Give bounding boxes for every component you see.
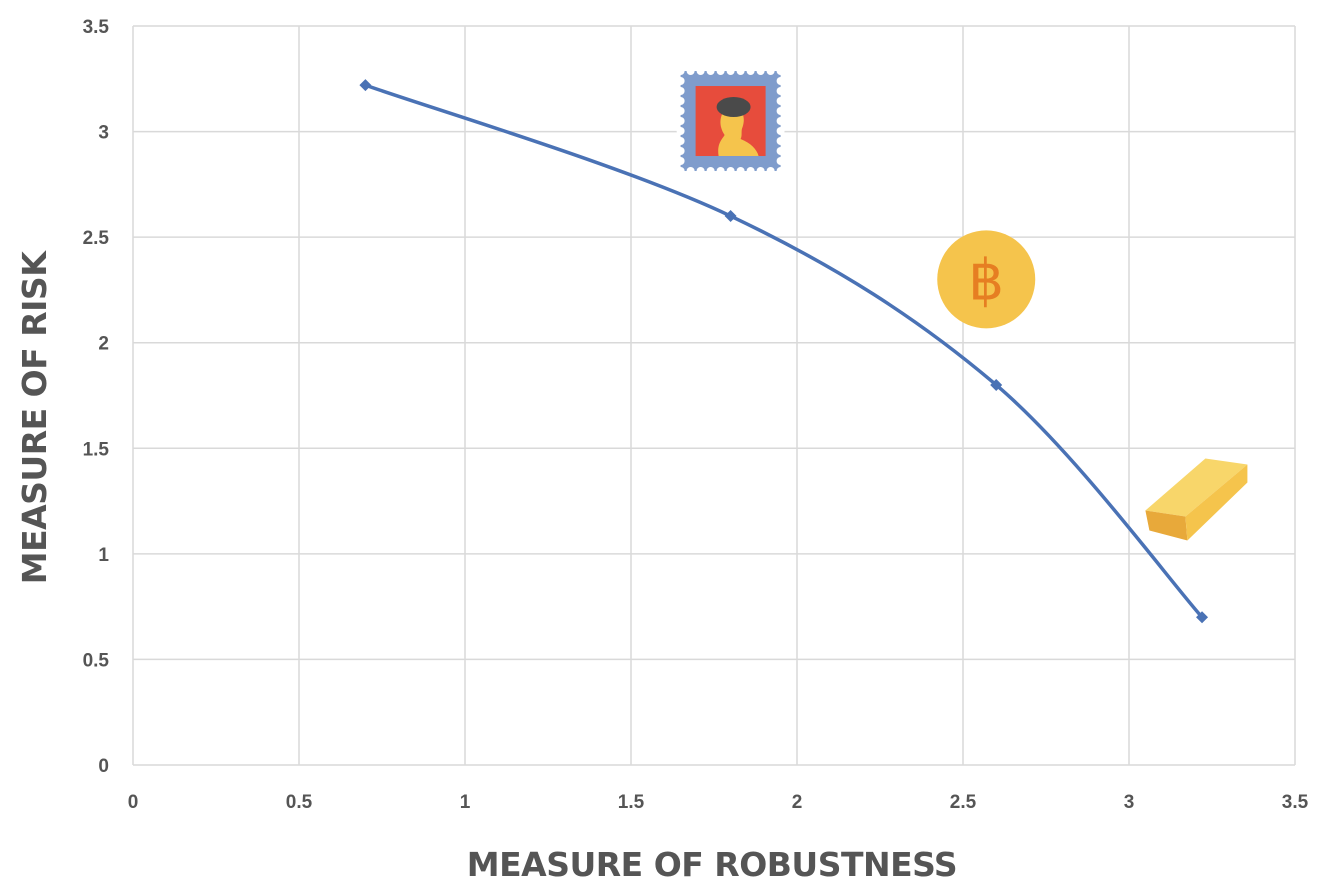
x-tick-label: 0 xyxy=(128,792,139,813)
x-tick-label: 1 xyxy=(460,792,471,813)
svg-text:฿: ฿ xyxy=(968,248,1004,313)
icon-layer: ฿ xyxy=(676,67,1248,541)
series-line xyxy=(363,83,1204,619)
x-axis-ticks: 0 0.5 1 1.5 2 2.5 3 3.5 xyxy=(128,792,1309,813)
y-tick-label: 2 xyxy=(98,334,109,355)
data-point xyxy=(990,378,1003,391)
x-tick-label: 1.5 xyxy=(618,792,645,813)
x-tick-label: 3.5 xyxy=(1282,792,1309,813)
y-axis-ticks: 0 0.5 1 1.5 2 2.5 3 3.5 xyxy=(83,17,110,777)
y-tick-label: 0 xyxy=(98,756,109,777)
data-point xyxy=(1196,611,1209,624)
x-tick-label: 0.5 xyxy=(286,792,313,813)
x-tick-label: 2.5 xyxy=(950,792,977,813)
y-tick-label: 2.5 xyxy=(83,228,110,249)
y-tick-label: 3 xyxy=(98,123,109,144)
y-tick-label: 0.5 xyxy=(83,650,110,671)
postage-stamp-icon xyxy=(676,67,785,176)
y-tick-label: 1.5 xyxy=(83,439,110,460)
grid xyxy=(132,25,1296,766)
y-axis-title: MEASURE OF RISK xyxy=(15,250,54,584)
y-tick-label: 3.5 xyxy=(83,17,110,38)
gold-bar-icon xyxy=(1145,458,1248,541)
data-point xyxy=(359,79,372,92)
x-tick-label: 2 xyxy=(792,792,803,813)
data-point xyxy=(724,210,737,223)
series-layer xyxy=(359,79,1209,624)
y-tick-label: 1 xyxy=(98,545,109,566)
x-axis-title: MEASURE OF ROBUSTNESS xyxy=(467,845,957,884)
bitcoin-coin-icon: ฿ xyxy=(937,230,1036,329)
x-tick-label: 3 xyxy=(1124,792,1135,813)
